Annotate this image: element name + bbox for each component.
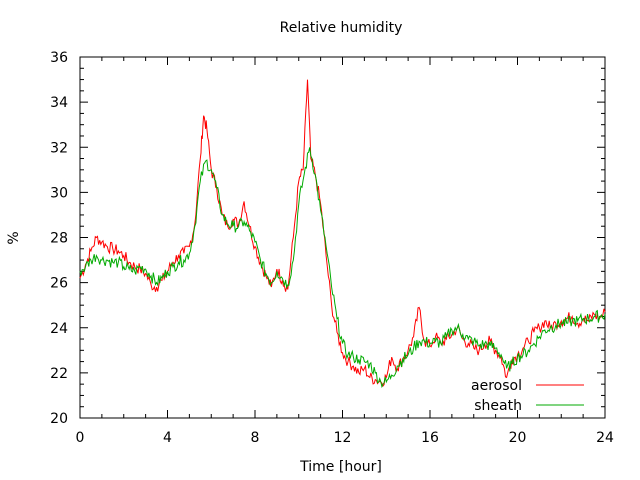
legend-label-sheath: sheath [474,398,522,414]
series-line-sheath [79,147,606,389]
plot-frame [79,56,606,419]
y-tick-label: 32 [50,140,68,156]
y-tick-label: 28 [50,231,68,247]
series-lines [79,79,606,389]
y-tick-label: 36 [50,50,68,66]
chart-title: Relative humidity [280,20,403,36]
series-line-aerosol [79,79,606,388]
x-tick-label: 20 [509,430,527,446]
x-axis-label: Time [hour] [299,459,382,475]
y-tick-label: 22 [50,366,68,382]
plot-border [79,56,606,419]
legend-label-aerosol: aerosol [471,378,522,394]
x-tick-label: 12 [334,430,352,446]
x-tick-label: 4 [163,430,172,446]
x-tick-label: 8 [251,430,260,446]
y-tick-label: 34 [50,95,68,111]
x-tick-label: 24 [596,430,614,446]
x-tick-label: 0 [76,430,85,446]
y-tick-label: 24 [50,321,68,337]
x-tick-label: 16 [421,430,439,446]
axis-ticks: 0 4 8 12 16 20 24 20 22 24 26 28 30 32 34 36 [50,50,614,446]
y-axis-label: % [6,231,22,244]
y-tick-label: 20 [50,411,68,427]
legend: aerosol sheath [471,378,584,414]
y-tick-label: 30 [50,185,68,201]
y-tick-label: 26 [50,276,68,292]
